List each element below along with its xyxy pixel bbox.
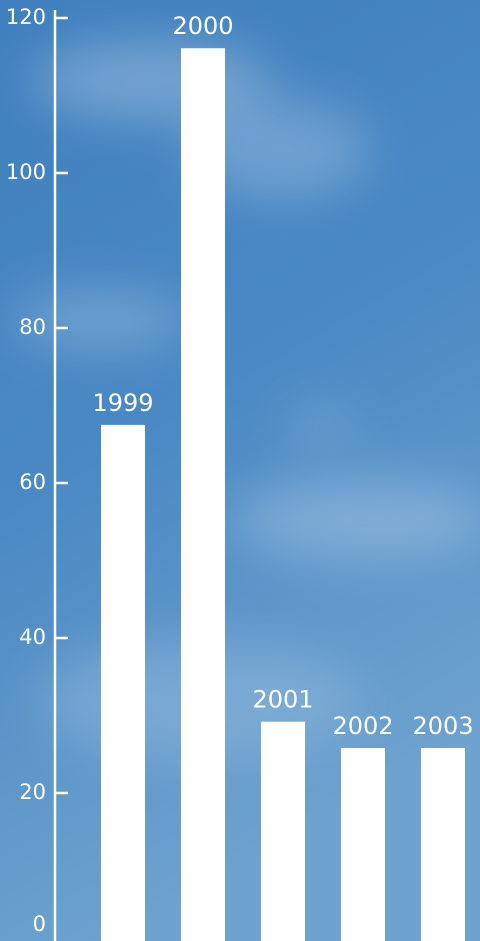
bar-category-label: 1999 xyxy=(92,389,153,417)
y-tick-label: 0 xyxy=(33,912,46,936)
bar-category-label: 2002 xyxy=(332,712,393,740)
bar xyxy=(181,48,225,941)
bar xyxy=(261,721,305,941)
bar xyxy=(341,748,385,941)
y-tick-label: 120 xyxy=(6,5,46,29)
y-tick-label: 40 xyxy=(19,625,46,649)
bar xyxy=(101,424,145,941)
bar-category-label: 2001 xyxy=(252,686,313,714)
bar-category-label: 2003 xyxy=(412,712,473,740)
y-tick-label: 20 xyxy=(19,780,46,804)
y-tick-label: 60 xyxy=(19,470,46,494)
y-tick-label: 80 xyxy=(19,315,46,339)
bar xyxy=(421,748,465,941)
bar-category-label: 2000 xyxy=(172,12,233,40)
y-tick-label: 100 xyxy=(6,160,46,184)
